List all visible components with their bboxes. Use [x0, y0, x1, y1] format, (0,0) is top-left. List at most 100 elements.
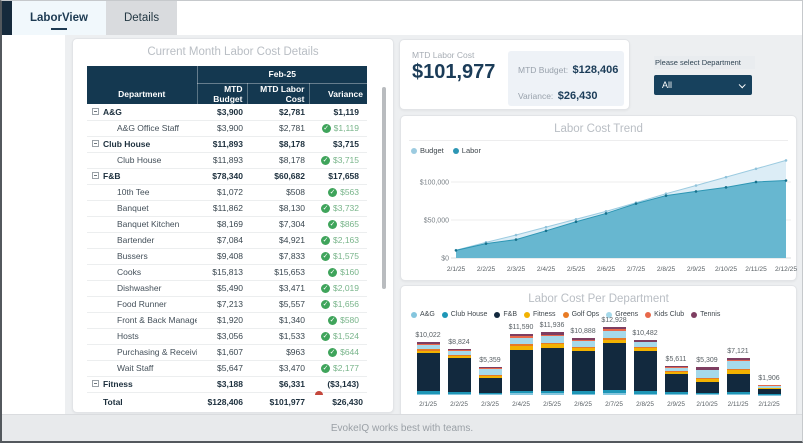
table-row-a-g-office-staff[interactable]: A&G Office Staff $3,900 $2,781 ✓ $1,119	[87, 120, 368, 137]
table-row-bussers[interactable]: Bussers $9,408 $7,833 ✓ $1,575	[87, 248, 368, 265]
legend-item-kids-club[interactable]: Kids Club	[645, 311, 684, 318]
table-row-f-b[interactable]: F&B $78,340 $60,682 $17,658	[87, 168, 368, 185]
legend-label: Golf Ops	[571, 311, 600, 318]
legend-item-greens[interactable]: Greens	[606, 311, 638, 318]
legend-item-tennis[interactable]: Tennis	[691, 311, 720, 318]
header-mtd-labor-cost[interactable]: MTD Labor Cost	[246, 83, 309, 104]
table-row-club-house[interactable]: Club House $11,893 $8,178 ✓ $3,715	[87, 152, 368, 169]
header-department[interactable]: Department	[87, 83, 197, 104]
table-row-hosts[interactable]: Hosts $3,056 $1,533 ✓ $1,524	[87, 328, 368, 345]
bars-title: Labor Cost Per Department	[528, 293, 669, 305]
bar-segment-club-house	[633, 391, 657, 394]
stacked-bar-2-11-25[interactable]	[726, 357, 750, 395]
bar-segment-club-house	[664, 392, 688, 395]
collapse-icon[interactable]	[91, 380, 99, 387]
svg-text:2/5/25: 2/5/25	[567, 266, 586, 273]
stacked-bar-2-9-25[interactable]	[664, 365, 688, 395]
legend-label: Budget	[420, 146, 444, 155]
table-row-banquet[interactable]: Banquet $11,862 $8,130 ✓ $3,732	[87, 200, 368, 217]
bar-segment-fitness	[726, 370, 750, 374]
table-row-food-runner[interactable]: Food Runner $7,213 $5,557 ✓ $1,656	[87, 296, 368, 313]
bar-segment-golf-ops	[509, 344, 533, 346]
bar-total-label: $11,590	[508, 324, 534, 332]
bar-segment-f-b	[540, 348, 564, 391]
department-dropdown[interactable]: All	[654, 75, 752, 95]
table-row-dishwasher[interactable]: Dishwasher $5,490 $3,471 ✓ $2,019	[87, 280, 368, 297]
collapse-icon[interactable]	[91, 172, 99, 179]
stacked-bar-2-10-25[interactable]	[695, 367, 719, 395]
bar-segment-greens	[509, 337, 533, 345]
header-mtd-budget[interactable]: MTD Budget	[196, 83, 247, 104]
check-icon: ✓	[328, 187, 338, 197]
check-icon: ✓	[321, 155, 331, 165]
bar-segment-greens	[447, 350, 471, 355]
table-row-a-g[interactable]: A&G $3,900 $2,781 $1,119	[87, 104, 368, 121]
table-row-10th-tee[interactable]: 10th Tee $1,072 $508 ✓ $563	[87, 184, 368, 201]
table-row-fitness[interactable]: Fitness $3,188 $6,331 ($3,143)	[87, 376, 368, 393]
bar-segment-greens	[633, 342, 657, 348]
table-row-cooks[interactable]: Cooks $15,813 $15,653 ✓ $160	[87, 264, 368, 281]
bar-segment-greens	[726, 360, 750, 369]
bar-segment-club-house	[726, 392, 750, 394]
bar-segment-kids-club	[664, 366, 688, 368]
svg-text:2/8/25: 2/8/25	[657, 266, 676, 273]
bar-segment-fitness	[416, 350, 440, 353]
labor-cost-per-department-chart[interactable]: $10,022 2/1/25 $8,824 2/2/25 $5,359 2/3/25 $11…	[401, 317, 796, 417]
bar-segment-golf-ops	[571, 346, 595, 349]
collapse-icon[interactable]	[91, 107, 99, 115]
legend-item-a-g[interactable]: A&G	[411, 311, 435, 318]
stacked-bar-2-8-25[interactable]	[633, 339, 657, 395]
svg-text:$100,000: $100,000	[420, 180, 449, 187]
bar-segment-club-house	[571, 391, 595, 394]
table-row-bartender[interactable]: Bartender $7,084 $4,921 ✓ $2,163	[87, 232, 368, 249]
bar-segment-fitness	[664, 371, 688, 374]
legend-item-fitness[interactable]: Fitness	[524, 311, 556, 318]
kpi-budget-label: MTD Budget:	[518, 65, 569, 75]
check-icon: ✓	[321, 363, 331, 373]
tab-laborview[interactable]: LaborView	[12, 1, 106, 35]
legend-item-labor[interactable]: Labor	[452, 146, 481, 155]
stacked-bar-2-6-25[interactable]	[571, 337, 595, 395]
check-icon: ✓	[321, 331, 331, 341]
bar-segment-tennis	[478, 366, 502, 369]
collapse-icon[interactable]	[91, 140, 99, 147]
stacked-bar-2-3-25[interactable]	[478, 366, 502, 395]
legend-item-budget[interactable]: Budget	[411, 146, 444, 155]
bar-x-label: 2/5/25	[543, 401, 561, 408]
legend-dot-icon	[562, 311, 569, 318]
bar-segment-golf-ops	[447, 354, 471, 356]
table-row-banquet-kitchen[interactable]: Banquet Kitchen $8,169 $7,304 ✓ $865	[87, 216, 368, 233]
table-scrollbar[interactable]	[382, 87, 386, 289]
trend-title: Labor Cost Trend	[554, 123, 643, 135]
table-row-club-house[interactable]: Club House $11,893 $8,178 $3,715	[87, 136, 368, 153]
bar-total-label: $10,482	[632, 329, 658, 337]
bar-segment-f-b	[602, 343, 626, 391]
legend-item-f-b[interactable]: F&B	[494, 311, 517, 318]
legend-dot-icon	[691, 311, 698, 318]
bar-total-label: $5,309	[696, 357, 718, 365]
header-empty-cell	[87, 66, 197, 83]
bar-segment-a-g	[478, 394, 502, 395]
legend-item-golf-ops[interactable]: Golf Ops	[562, 311, 600, 318]
legend-label: F&B	[503, 311, 517, 318]
legend-dot-icon	[411, 311, 417, 318]
stacked-bar-2-7-25[interactable]	[602, 327, 626, 395]
stacked-bar-2-1-25[interactable]	[416, 342, 440, 395]
tab-details[interactable]: Details	[105, 1, 178, 35]
bar-segment-golf-ops	[540, 342, 564, 345]
stacked-bar-2-5-25[interactable]	[540, 332, 564, 395]
stacked-bar-2-12-25[interactable]	[757, 385, 781, 395]
table-row-front-back-managers[interactable]: Front & Back Managers$1,920$1,340✓$580	[87, 312, 368, 329]
bar-segment-kids-club	[571, 339, 595, 341]
header-variance[interactable]: Variance	[308, 83, 368, 104]
bar-segment-club-house	[416, 391, 440, 394]
footer-text: EvokeIQ works best with teams.	[330, 422, 474, 434]
table-row-purchasing-receiving[interactable]: Purchasing & Receiving$1,607$963✓$644	[87, 344, 368, 361]
table-row-wait-staff[interactable]: Wait Staff $5,647 $3,470 ✓ $2,177	[87, 360, 368, 377]
legend-label: Tennis	[700, 311, 721, 318]
legend-item-club-house[interactable]: Club House	[441, 311, 487, 318]
stacked-bar-2-4-25[interactable]	[509, 334, 533, 395]
stacked-bar-2-2-25[interactable]	[447, 348, 471, 395]
labor-cost-trend-chart[interactable]: $0 $50,000 $100,000 2/1/25 2/2/25 2/3/25 2/4/2…	[401, 154, 798, 280]
